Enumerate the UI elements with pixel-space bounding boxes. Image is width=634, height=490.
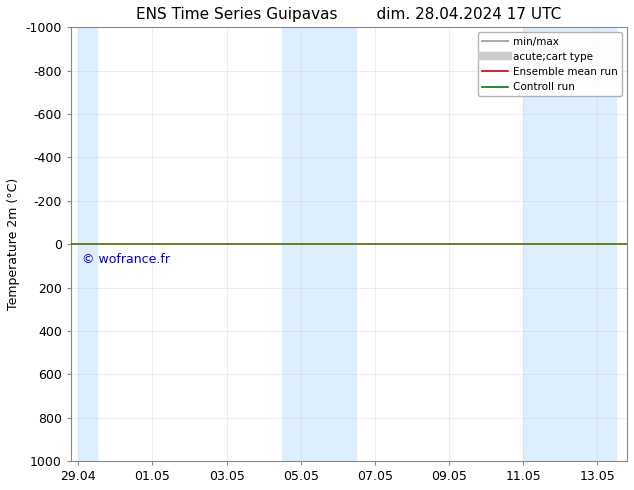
Title: ENS Time Series Guipavas        dim. 28.04.2024 17 UTC: ENS Time Series Guipavas dim. 28.04.2024…	[136, 7, 562, 22]
Bar	[523, 27, 616, 461]
Text: © wofrance.fr: © wofrance.fr	[82, 253, 170, 266]
Legend: min/max, acute;cart type, Ensemble mean run, Controll run: min/max, acute;cart type, Ensemble mean …	[477, 32, 622, 97]
Bar	[282, 27, 356, 461]
Y-axis label: Temperature 2m (°C): Temperature 2m (°C)	[7, 178, 20, 310]
Bar	[79, 27, 97, 461]
